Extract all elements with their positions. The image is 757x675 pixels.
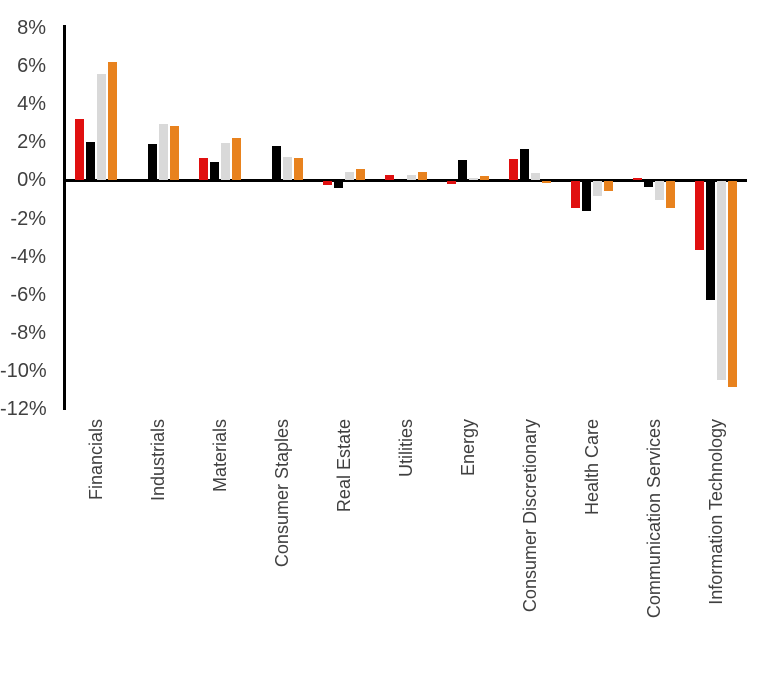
bar-gray: [531, 172, 540, 181]
x-category-label: Real Estate: [334, 419, 354, 513]
bar-orange: [480, 175, 489, 181]
bar-red: [199, 157, 208, 181]
bar-black: [210, 162, 219, 181]
y-tick-label: -4%: [10, 245, 46, 268]
x-category-label: Consumer Discretionary: [520, 419, 540, 613]
bar-gray: [655, 181, 664, 201]
y-tick-label: 8%: [17, 17, 46, 39]
bar-gray: [407, 174, 416, 181]
bar-red: [75, 119, 84, 181]
bar-orange: [542, 181, 551, 184]
bar-red: [323, 181, 332, 186]
bar-orange: [728, 181, 737, 388]
x-category-label: Financials: [86, 419, 106, 501]
bar-gray: [159, 124, 168, 181]
y-tick-label: 2%: [17, 131, 46, 154]
x-category-label: Information Technology: [706, 419, 726, 605]
y-tick-label: -6%: [10, 283, 46, 306]
x-category-label: Utilities: [396, 419, 416, 478]
x-axis-line: [63, 179, 747, 182]
bar-orange: [666, 181, 675, 209]
bar-orange: [170, 126, 179, 181]
bar-orange: [108, 62, 117, 181]
x-category-label: Materials: [210, 419, 230, 493]
bar-gray: [717, 181, 726, 380]
bar-black: [272, 146, 281, 181]
bar-gray: [221, 143, 230, 181]
bar-gray: [97, 73, 106, 181]
bar-orange: [356, 168, 365, 181]
bar-red: [571, 181, 580, 209]
bar-gray: [345, 171, 354, 181]
x-category-label: Communication Services: [644, 419, 664, 619]
y-axis-line: [63, 25, 66, 410]
bar-black: [706, 181, 715, 300]
x-category-label: Health Care: [582, 419, 602, 516]
y-tick-label: -2%: [10, 207, 46, 230]
bar-red: [385, 174, 394, 181]
y-tick-label: -12%: [0, 398, 47, 420]
y-tick-label: 4%: [17, 93, 46, 116]
x-category-label: Consumer Staples: [272, 419, 292, 568]
bar-gray: [469, 177, 478, 181]
bar-gray: [593, 181, 602, 196]
bar-black: [520, 148, 529, 181]
bar-orange: [232, 138, 241, 181]
y-tick-label: 6%: [17, 55, 46, 78]
y-tick-label: 0%: [17, 169, 46, 192]
bar-red: [695, 181, 704, 250]
bar-black: [86, 142, 95, 181]
bar-red: [633, 178, 642, 181]
x-category-label: Industrials: [148, 419, 168, 502]
bar-red: [509, 159, 518, 181]
bar-orange: [604, 181, 613, 191]
bar-orange: [294, 157, 303, 181]
y-tick-label: -10%: [0, 359, 47, 382]
bar-gray: [283, 156, 292, 181]
bar-black: [582, 181, 591, 211]
y-tick-label: -8%: [10, 321, 46, 344]
bar-red: [447, 181, 456, 185]
bar-black: [644, 181, 653, 188]
bar-orange: [418, 171, 427, 181]
bar-black: [148, 144, 157, 181]
x-category-label: Energy: [458, 419, 478, 477]
bar-black: [334, 181, 343, 189]
bar-black: [458, 160, 467, 181]
